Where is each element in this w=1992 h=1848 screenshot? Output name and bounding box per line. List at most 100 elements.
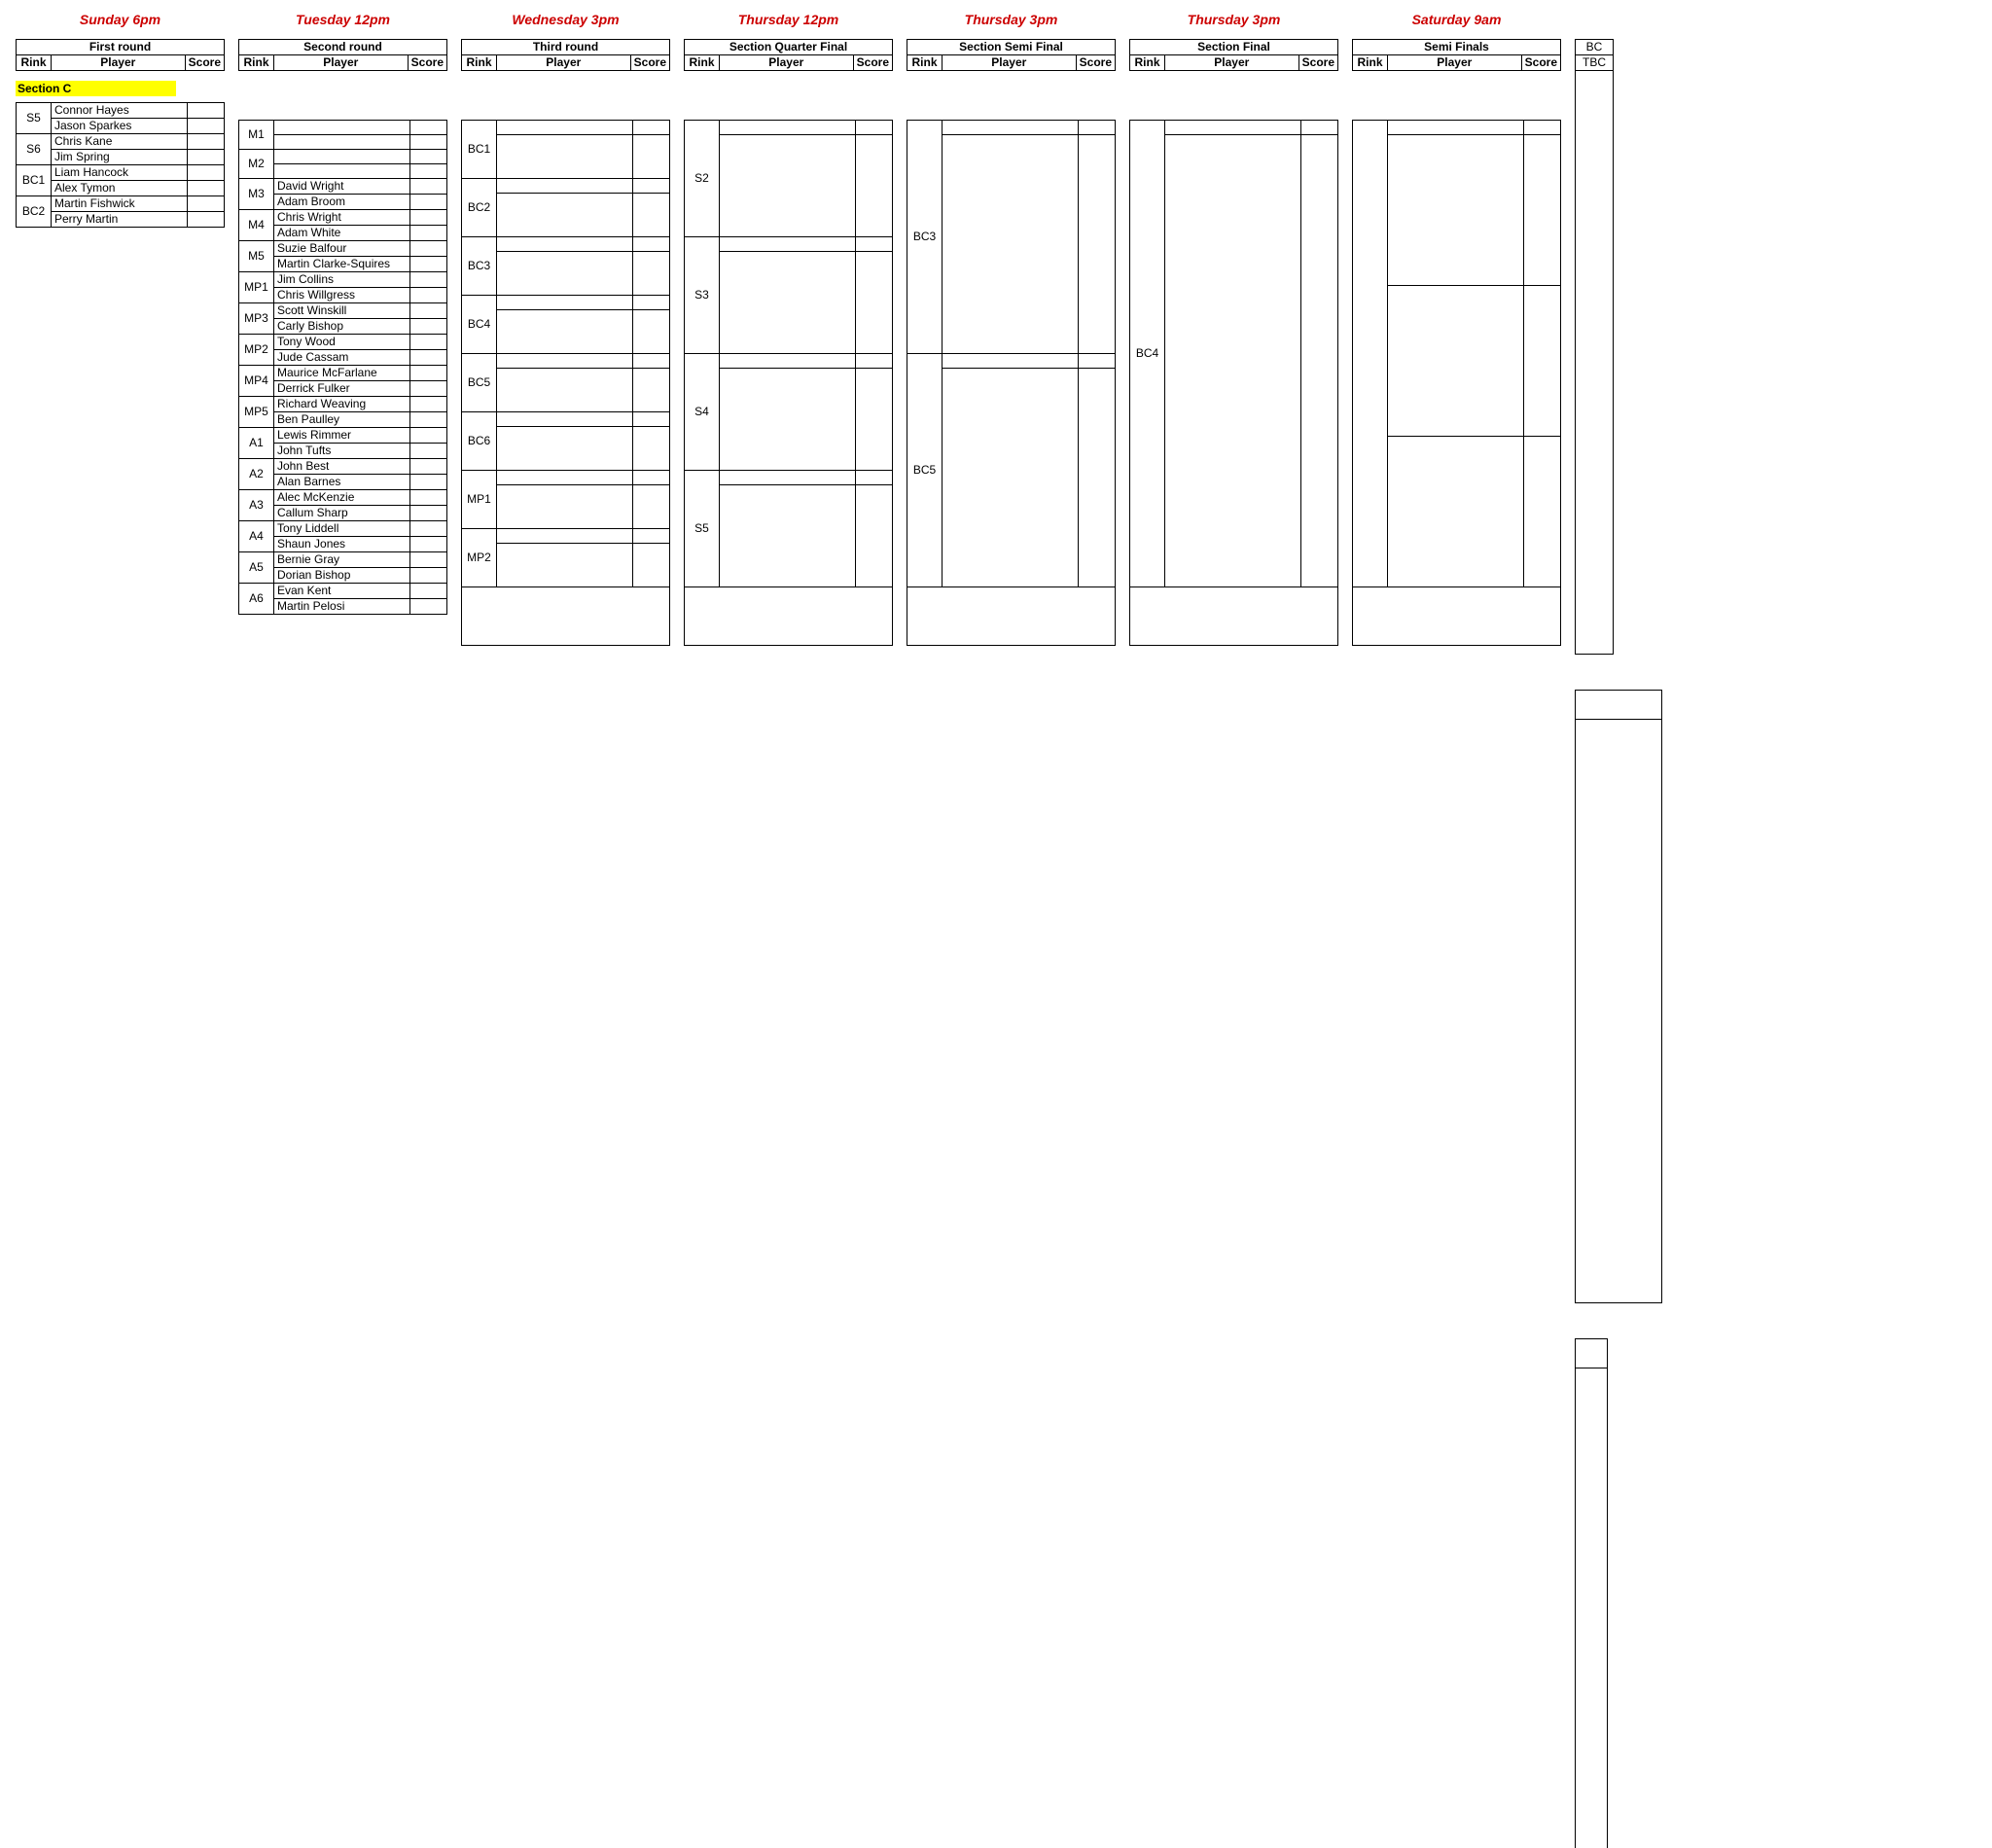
score-cell bbox=[188, 150, 225, 165]
bracket-player-slot bbox=[497, 252, 633, 296]
right-blank-header bbox=[1576, 1339, 1608, 1368]
day-heading: Tuesday 12pm bbox=[238, 12, 447, 39]
column-header-score: Score bbox=[408, 55, 446, 71]
player-name: Perry Martin bbox=[52, 212, 188, 228]
player-name: Alan Barnes bbox=[274, 475, 410, 490]
right-label-bottom: TBC bbox=[1576, 55, 1614, 71]
column-header-rink: Rink bbox=[17, 55, 52, 71]
rink-label: A2 bbox=[239, 459, 274, 490]
bracket-score-slot bbox=[633, 544, 670, 587]
bracket-score-slot bbox=[1524, 135, 1561, 286]
column-header-score: Score bbox=[630, 55, 669, 71]
bracket-player-slot bbox=[1165, 135, 1301, 587]
score-cell bbox=[410, 350, 447, 366]
player-name: Adam Broom bbox=[274, 195, 410, 210]
player-name: John Best bbox=[274, 459, 410, 475]
bracket-rink-label: MP2 bbox=[462, 529, 497, 587]
player-name bbox=[274, 164, 410, 179]
round-title: Section Final bbox=[1130, 40, 1338, 55]
player-name: Chris Willgress bbox=[274, 288, 410, 303]
score-cell bbox=[410, 272, 447, 288]
player-name: David Wright bbox=[274, 179, 410, 195]
day-heading: Sunday 6pm bbox=[16, 12, 225, 39]
player-name: Bernie Gray bbox=[274, 552, 410, 568]
score-cell bbox=[410, 506, 447, 521]
bracket-score-slot bbox=[633, 354, 670, 369]
bracket-score-slot bbox=[856, 252, 893, 354]
bracket-score-slot bbox=[856, 369, 893, 471]
player-name: Martin Clarke-Squires bbox=[274, 257, 410, 272]
bracket-player-slot bbox=[497, 135, 633, 179]
bracket-rink-label: BC3 bbox=[907, 121, 943, 354]
player-name: Liam Hancock bbox=[52, 165, 188, 181]
player-name: Derrick Fulker bbox=[274, 381, 410, 397]
rink-label: A6 bbox=[239, 584, 274, 615]
player-name: Connor Hayes bbox=[52, 103, 188, 119]
column-header-score: Score bbox=[185, 55, 224, 71]
player-name: Adam White bbox=[274, 226, 410, 241]
score-cell bbox=[410, 459, 447, 475]
bracket-score-slot bbox=[1301, 121, 1338, 135]
rink-label: A3 bbox=[239, 490, 274, 521]
score-cell bbox=[410, 537, 447, 552]
score-cell bbox=[410, 552, 447, 568]
bracket-score-slot bbox=[633, 310, 670, 354]
bracket-rink-label: BC3 bbox=[462, 237, 497, 296]
rink-label: A5 bbox=[239, 552, 274, 584]
score-cell bbox=[410, 444, 447, 459]
player-name: Dorian Bishop bbox=[274, 568, 410, 584]
rink-label: MP1 bbox=[239, 272, 274, 303]
rink-label: M1 bbox=[239, 121, 274, 150]
column-header-player: Player bbox=[52, 55, 186, 71]
score-cell bbox=[410, 381, 447, 397]
bracket-rink-label: BC5 bbox=[462, 354, 497, 412]
score-cell bbox=[410, 135, 447, 150]
bracket-score-slot bbox=[856, 237, 893, 252]
player-name: Evan Kent bbox=[274, 584, 410, 599]
player-name: Jude Cassam bbox=[274, 350, 410, 366]
column-header-player: Player bbox=[1388, 55, 1522, 71]
score-cell bbox=[188, 103, 225, 119]
round-title: Section Semi Final bbox=[907, 40, 1116, 55]
bracket-player-slot bbox=[1388, 135, 1524, 286]
column-header-score: Score bbox=[1298, 55, 1337, 71]
score-cell bbox=[410, 584, 447, 599]
player-name bbox=[274, 150, 410, 164]
right-spacer-cell bbox=[1576, 71, 1614, 655]
bracket-player-slot bbox=[720, 237, 856, 252]
score-cell bbox=[410, 303, 447, 319]
score-cell bbox=[410, 568, 447, 584]
bracket-player-slot bbox=[943, 369, 1079, 587]
bracket-player-slot bbox=[943, 121, 1079, 135]
bracket-player-slot bbox=[497, 529, 633, 544]
bracket-player-slot bbox=[497, 412, 633, 427]
column-header-player: Player bbox=[943, 55, 1077, 71]
score-cell bbox=[188, 119, 225, 134]
column-header-rink: Rink bbox=[239, 55, 274, 71]
player-name: Jim Collins bbox=[274, 272, 410, 288]
bracket-rink-label: BC5 bbox=[907, 354, 943, 587]
bracket-score-slot bbox=[856, 485, 893, 587]
bracket-player-slot bbox=[1165, 121, 1301, 135]
bracket-player-slot bbox=[720, 471, 856, 485]
score-cell bbox=[410, 210, 447, 226]
bracket-score-slot bbox=[633, 471, 670, 485]
player-name: Martin Pelosi bbox=[274, 599, 410, 615]
score-cell bbox=[410, 521, 447, 537]
bracket-score-slot bbox=[1079, 121, 1116, 135]
day-heading: Wednesday 3pm bbox=[461, 12, 670, 39]
bracket-player-slot bbox=[720, 369, 856, 471]
right-label-top: BC bbox=[1576, 40, 1614, 55]
bracket-rink-label: S4 bbox=[685, 354, 720, 471]
player-name: Scott Winskill bbox=[274, 303, 410, 319]
rink-label: M2 bbox=[239, 150, 274, 179]
day-heading: Thursday 12pm bbox=[684, 12, 893, 39]
round-title: Third round bbox=[462, 40, 670, 55]
bracket-score-slot bbox=[633, 427, 670, 471]
bracket-player-slot bbox=[1388, 437, 1524, 587]
player-name: Alec McKenzie bbox=[274, 490, 410, 506]
score-cell bbox=[410, 195, 447, 210]
score-cell bbox=[410, 412, 447, 428]
player-name: Chris Wright bbox=[274, 210, 410, 226]
score-cell bbox=[410, 241, 447, 257]
